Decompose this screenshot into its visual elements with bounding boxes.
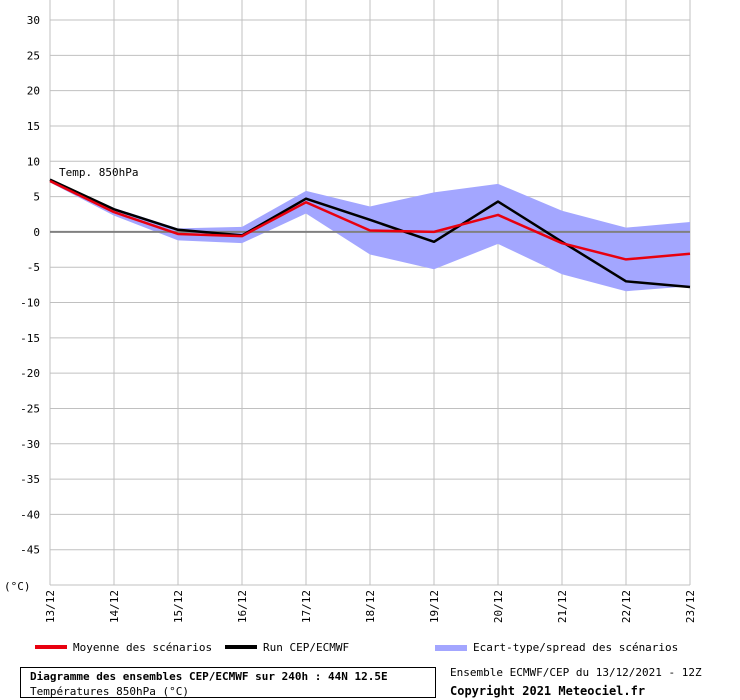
- legend-label: Moyenne des scénarios: [73, 641, 212, 654]
- y-axis-unit-label: (°C): [4, 580, 31, 593]
- y-tick-label: -15: [20, 332, 40, 345]
- run-series-line: [49, 178, 691, 289]
- title-box: Diagramme des ensembles CEP/ECMWF sur 24…: [20, 667, 436, 698]
- y-tick-label: -45: [20, 544, 40, 557]
- y-tick-label: -25: [20, 402, 40, 415]
- x-tick-label: 21/12: [556, 590, 569, 623]
- y-tick-label: 10: [27, 155, 40, 168]
- y-tick-label: 0: [33, 226, 40, 239]
- x-tick-label: 22/12: [620, 590, 633, 623]
- x-tick-label: 23/12: [684, 590, 697, 623]
- legend-swatch: [225, 645, 257, 649]
- y-tick-label: -40: [20, 508, 40, 521]
- mean-series-line: [49, 179, 691, 261]
- x-tick-label: 19/12: [428, 590, 441, 623]
- run-info: Ensemble ECMWF/CEP du 13/12/2021 - 12Z: [450, 666, 702, 679]
- spread-band: [50, 178, 690, 292]
- x-tick-label: 16/12: [236, 590, 249, 623]
- y-tick-label: 5: [33, 191, 40, 204]
- y-tick-labels: 30 25 20 15 10 5 0 -5 -10 -15 -20 -25 -30 -35 -40 -45: [20, 14, 40, 557]
- y-tick-label: 30: [27, 14, 40, 27]
- legend-label: Run CEP/ECMWF: [263, 641, 349, 654]
- x-tick-label: 17/12: [300, 590, 313, 623]
- y-tick-label: 15: [27, 120, 40, 133]
- spread-band-group: [50, 178, 690, 292]
- x-tick-labels: 13/12 14/12 15/12 16/12 17/12 18/12 19/12 20/12…: [44, 590, 697, 623]
- x-tick-label: 13/12: [44, 590, 57, 623]
- y-tick-label: -30: [20, 438, 40, 451]
- x-tick-label: 15/12: [172, 590, 185, 623]
- x-tick-label: 20/12: [492, 590, 505, 623]
- x-tick-label: 18/12: [364, 590, 377, 623]
- legend-swatch: [35, 645, 67, 649]
- y-tick-label: -5: [27, 261, 40, 274]
- annotation-label: Temp. 850hPa: [59, 166, 138, 179]
- y-tick-label: -10: [20, 297, 40, 310]
- copyright: Copyright 2021 Meteociel.fr: [450, 684, 646, 698]
- y-tick-label: 25: [27, 49, 40, 62]
- legend: Moyenne des scénarios Run CEP/ECMWF Ecart-…: [35, 641, 678, 654]
- legend-swatch: [435, 645, 467, 651]
- y-tick-label: -35: [20, 473, 40, 486]
- legend-label: Ecart-type/spread des scénarios: [473, 641, 678, 654]
- chart-title: Diagramme des ensembles CEP/ECMWF sur 24…: [30, 670, 388, 683]
- y-tick-label: -20: [20, 367, 40, 380]
- grid: [49, 0, 691, 586]
- x-tick-label: 14/12: [108, 590, 121, 623]
- chart-subtitle: Températures 850hPa (°C): [30, 685, 189, 698]
- y-tick-label: 20: [27, 85, 40, 98]
- series-lines: [49, 178, 691, 289]
